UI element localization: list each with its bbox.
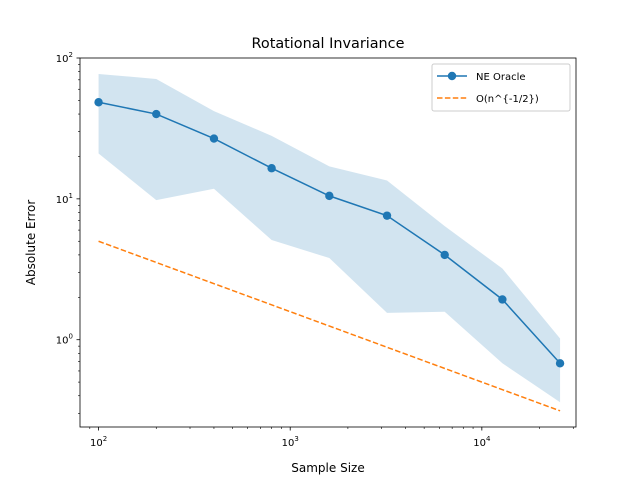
ne-oracle-point: [209, 134, 219, 143]
ne-oracle-point: [382, 211, 392, 220]
plot-area: [94, 73, 565, 412]
reference-line-o-n-half: [98, 240, 561, 412]
ne-oracle-markers: [94, 98, 565, 368]
ne-oracle-point: [498, 295, 507, 304]
ne-oracle-point: [325, 191, 334, 201]
legend-oracle-label: NE Oracle: [476, 72, 526, 83]
x-axis-label: Sample Size: [291, 461, 364, 475]
legend: NE Oracle O(n^{-1/2}): [431, 63, 571, 112]
axes-frame: [79, 57, 577, 428]
legend-oracle-marker: [447, 71, 457, 81]
legend-reference-label: O(n^{-1/2}): [476, 94, 539, 105]
chart-title: Rotational Invariance: [252, 36, 405, 52]
ne-oracle-point: [152, 109, 161, 119]
y-axis-label: Absolute Error: [24, 200, 38, 286]
ne-oracle-point: [555, 359, 565, 368]
ne-oracle-point: [440, 250, 449, 260]
ne-oracle-point: [94, 98, 103, 107]
confidence-band: [98, 73, 561, 403]
ne-oracle-point: [267, 164, 276, 173]
